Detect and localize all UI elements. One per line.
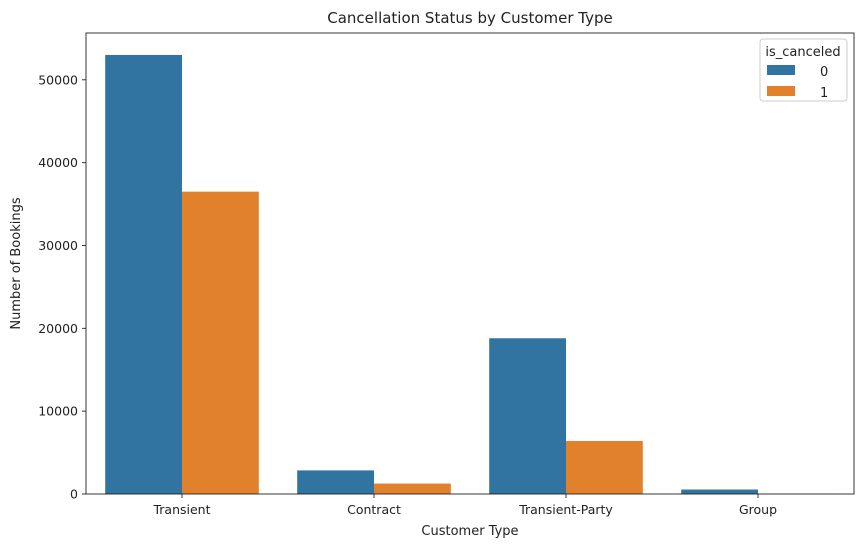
y-tick-label: 30000 — [38, 238, 78, 253]
x-axis-ticks: Transient Contract Transient-Party Group — [152, 494, 777, 517]
x-tick-label: Contract — [347, 502, 401, 517]
y-axis-title: Number of Bookings — [9, 197, 24, 329]
y-tick-label: 10000 — [38, 404, 78, 419]
bar-transient-party-series-0 — [489, 338, 566, 494]
x-tick-label: Group — [739, 502, 777, 517]
bar-transient-series-1 — [182, 191, 259, 494]
chart-title: Cancellation Status by Customer Type — [327, 9, 613, 27]
x-axis-title: Customer Type — [421, 524, 518, 539]
bar-transient-party-series-1 — [566, 440, 643, 494]
bar-contract-series-0 — [297, 470, 374, 494]
y-tick-label: 40000 — [38, 155, 78, 170]
y-tick-label: 0 — [70, 487, 78, 502]
legend-box — [759, 38, 848, 102]
y-axis-ticks: 0 10000 20000 30000 40000 50000 — [38, 72, 86, 502]
bar-contract-series-1 — [374, 483, 451, 494]
bars-group — [105, 54, 835, 494]
legend-swatch-1 — [767, 86, 795, 96]
legend: is_canceled 0 1 — [759, 38, 848, 102]
bar-transient-series-0 — [105, 54, 182, 494]
plot-area-frame — [85, 32, 855, 495]
legend-title: is_canceled — [765, 45, 840, 60]
y-tick-label: 20000 — [38, 321, 78, 336]
legend-swatch-0 — [767, 65, 795, 75]
legend-label-1: 1 — [820, 86, 828, 101]
legend-label-0: 0 — [820, 65, 828, 80]
x-tick-label: Transient-Party — [518, 502, 613, 517]
x-tick-label: Transient — [152, 502, 210, 517]
y-tick-label: 50000 — [38, 72, 78, 87]
bar-group-series-0 — [681, 489, 758, 494]
